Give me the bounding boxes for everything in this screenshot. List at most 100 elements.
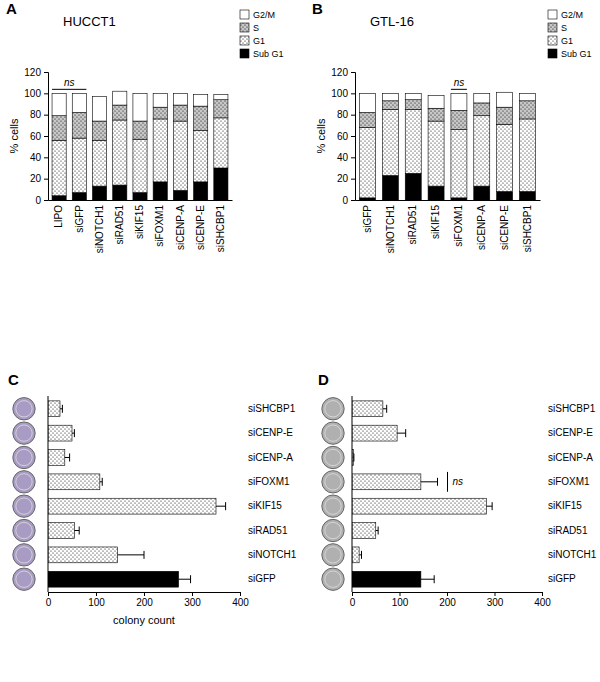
axis-line	[351, 73, 356, 201]
error-bar	[74, 527, 79, 535]
colony-plate	[13, 446, 35, 468]
error-bar	[118, 551, 144, 559]
colony-plate	[322, 495, 344, 517]
tick: siFOXM1	[154, 205, 165, 247]
x-axis: siGFPsiNOTCH1siRAD51siKIF15siFOXM1siCENP…	[356, 201, 541, 254]
tick: 200	[439, 592, 456, 608]
bar-segment	[52, 93, 66, 115]
category-label: siGFP	[248, 573, 276, 584]
category-axis-line	[48, 396, 49, 592]
bar	[352, 425, 397, 441]
bar-segment	[360, 198, 376, 200]
bars	[360, 92, 536, 200]
error-bar-cap	[378, 527, 379, 535]
bar-segment	[52, 196, 66, 200]
tick-label: siCENP-A	[476, 205, 487, 250]
category-label: siRAD51	[248, 525, 288, 536]
error-bar-line	[486, 506, 492, 507]
tick: siRAD51	[407, 205, 418, 245]
colony-plate-inner	[325, 547, 341, 563]
colony-plate-inner	[325, 498, 341, 514]
tick-label: siGFP	[362, 205, 373, 233]
bar-segment	[194, 106, 208, 131]
tick: siCENP-E	[499, 205, 510, 250]
tick: 100	[88, 592, 105, 608]
tick: 0	[342, 195, 355, 206]
axis-line	[356, 200, 541, 201]
tick: 300	[487, 592, 504, 608]
error-bar	[179, 575, 191, 583]
tick-label: 0	[35, 195, 41, 206]
tick-mark	[351, 115, 355, 116]
tick: siKIF15	[134, 205, 145, 239]
tick-label: siNOTCH1	[94, 205, 105, 254]
error-bar-line	[421, 481, 438, 482]
tick-mark	[44, 93, 48, 94]
legend-label: Sub G1	[253, 49, 284, 59]
panel-label: B	[312, 0, 323, 17]
bar-segment	[497, 92, 513, 107]
colony-plate	[13, 471, 35, 493]
legend-swatch	[548, 23, 557, 32]
error-bar-cap	[361, 551, 362, 559]
tick: siSHCBP1	[522, 205, 533, 253]
tick: 400	[232, 592, 249, 608]
error-bar	[216, 502, 226, 510]
annotation: ns	[453, 476, 464, 487]
tick-label: 300	[184, 597, 201, 608]
bar-segment	[72, 93, 86, 112]
title: HUCCT1	[63, 14, 116, 29]
bar	[352, 498, 486, 514]
bar-segment	[382, 93, 398, 100]
bar-segment	[519, 119, 535, 192]
tick-mark	[48, 592, 49, 596]
tick: 80	[30, 109, 48, 120]
legend-label: Sub G1	[561, 49, 592, 59]
error-bar	[65, 453, 70, 461]
bar-segment	[52, 140, 66, 195]
tick-mark	[495, 592, 496, 596]
bar-segment	[451, 93, 467, 110]
error-bar	[359, 551, 361, 559]
bar-segment	[92, 140, 106, 186]
tick-label: 400	[534, 597, 551, 608]
legend-swatch	[548, 49, 557, 58]
bar	[48, 547, 118, 563]
colony-plate-inner	[16, 498, 32, 514]
legend-label: G1	[561, 36, 573, 46]
error-bar	[60, 405, 62, 413]
category-label: siNOTCH1	[548, 549, 597, 560]
error-bar-line	[216, 506, 226, 507]
panel-2: C0100200300400siSHCBP1siCENP-EsiCENP-Asi…	[8, 371, 297, 626]
error-bar-line	[65, 457, 70, 458]
legend-swatch	[548, 36, 557, 45]
tick-mark	[447, 592, 448, 596]
bar-segment	[133, 121, 147, 139]
annotation-line	[52, 89, 86, 90]
bar-segment	[133, 93, 147, 121]
tick: siCENP-A	[175, 205, 186, 250]
colony-plate	[322, 544, 344, 566]
bar-segment	[113, 185, 127, 200]
error-bar-cap	[69, 453, 70, 461]
colony-plate	[322, 519, 344, 541]
tick-label: siCENP-E	[499, 205, 510, 250]
bar-segment	[92, 121, 106, 140]
tick-label: 40	[337, 152, 349, 163]
error-bar-line	[397, 433, 406, 434]
tick: 0	[350, 592, 356, 608]
x-axis: 0100200300400	[350, 592, 552, 608]
legend-swatch	[240, 49, 249, 58]
bar-segment	[451, 110, 467, 129]
bar-segment	[474, 116, 490, 186]
tick-mark	[192, 592, 193, 596]
bar-segment	[52, 116, 66, 141]
tick-mark	[240, 592, 241, 596]
tick-label: siSHCBP1	[522, 205, 533, 253]
category-label: siFOXM1	[248, 476, 290, 487]
error-bar	[421, 575, 434, 583]
tick-mark	[542, 592, 543, 596]
tick-mark	[44, 157, 48, 158]
category-label: siGFP	[548, 573, 576, 584]
colony-plate	[13, 519, 35, 541]
